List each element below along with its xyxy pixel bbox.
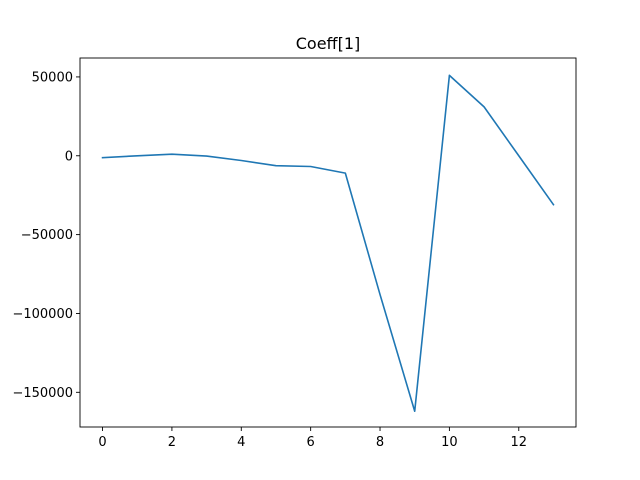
axes — [79, 57, 577, 428]
chart-title: Coeff[1] — [296, 34, 361, 53]
x-tick-label: 0 — [98, 435, 106, 450]
y-tick-label: 0 — [65, 149, 73, 164]
x-tick-label: 2 — [168, 435, 176, 450]
y-tick-label: −50000 — [21, 228, 73, 243]
y-tick-label: −150000 — [12, 386, 73, 401]
y-tick-label: 50000 — [32, 70, 73, 85]
x-tick-label: 10 — [441, 435, 458, 450]
y-tick-label: −100000 — [12, 307, 73, 322]
series-line-0 — [101, 74, 555, 413]
y-axis-ticks: 50000 0 −50000 −100000 −150000 — [12, 70, 80, 401]
plot-area-frame — [79, 57, 577, 428]
series-group — [101, 74, 555, 413]
x-axis-ticks: 0 2 4 6 8 10 12 — [98, 427, 527, 450]
x-tick-label: 4 — [237, 435, 245, 450]
x-tick-label: 6 — [307, 435, 315, 450]
x-tick-label: 12 — [510, 435, 527, 450]
x-tick-label: 8 — [376, 435, 384, 450]
